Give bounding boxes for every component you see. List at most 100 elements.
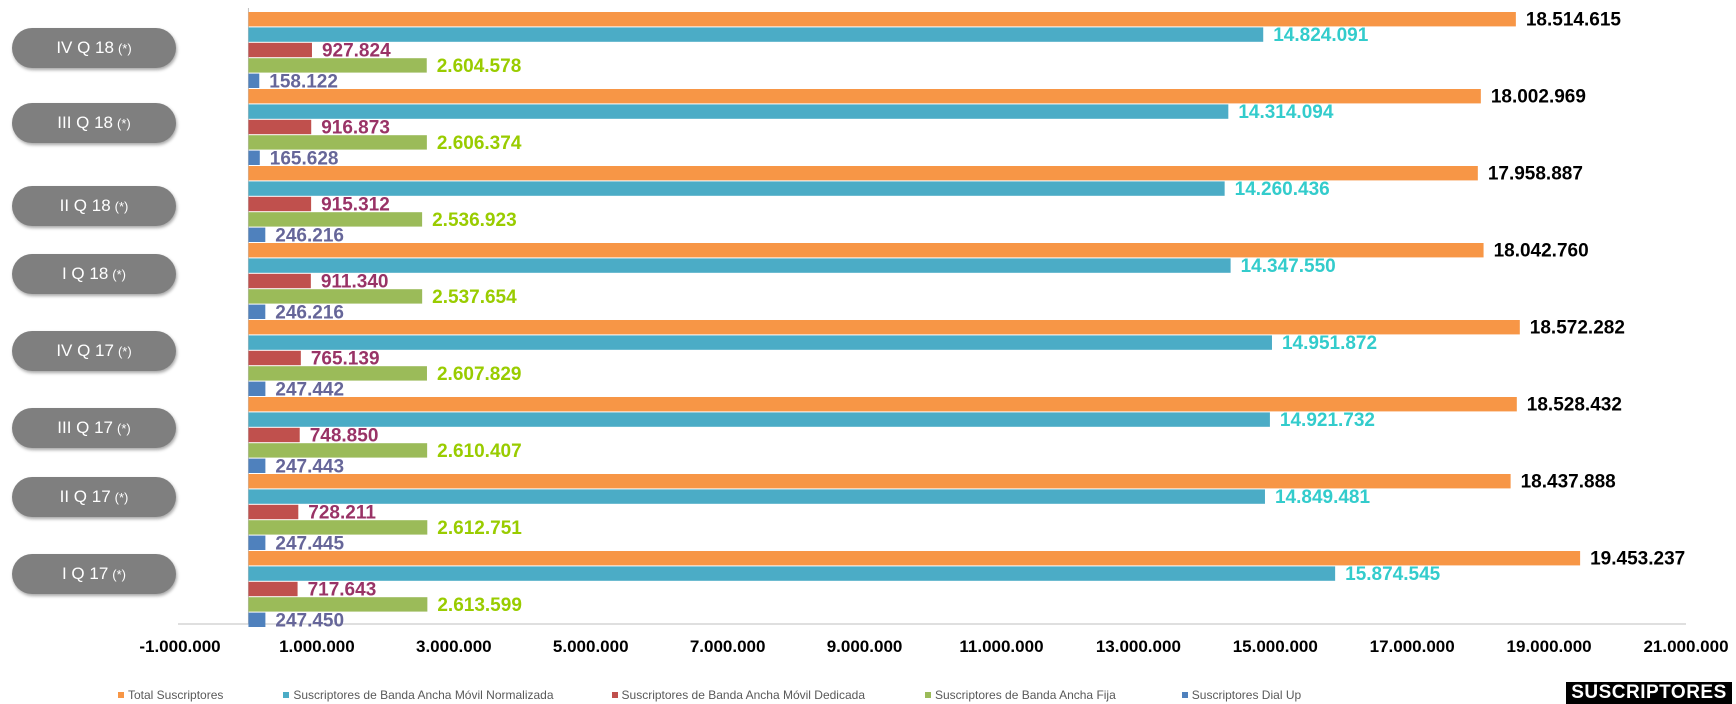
category-label-note: (*) [117,420,131,436]
bar [248,150,260,165]
x-tick-label: -1.000.000 [139,637,220,656]
data-label: 765.139 [311,349,380,370]
category-label-note: (*) [114,489,129,505]
data-label: 19.453.237 [1590,549,1685,570]
bar [248,73,260,88]
category-label-text: III Q 17 [57,418,114,437]
data-label: 2.613.599 [437,595,522,616]
bar [248,350,301,366]
legend-item: Suscriptores de Banda Ancha Móvil Dedica… [611,688,865,702]
x-tick-label: 1.000.000 [279,637,355,656]
bar [248,335,1272,350]
category-label: I Q 18 (*) [12,254,176,294]
x-tick-label: 21.000.000 [1643,637,1728,656]
category-label-text: III Q 18 [57,113,114,132]
category-label: III Q 18 (*) [12,103,176,143]
category-label-note: (*) [117,343,132,359]
category-label: II Q 18 (*) [12,186,176,226]
bar [248,119,312,135]
data-label: 14.849.481 [1275,487,1371,508]
legend-item: Suscriptores de Banda Ancha Móvil Normal… [283,688,554,702]
data-label: 927.824 [322,41,391,62]
bar [248,535,266,550]
data-label: 18.002.969 [1491,87,1586,108]
legend-label: Total Suscriptores [128,688,224,702]
category-label-note: (*) [117,115,131,131]
legend-item: Suscriptores Dial Up [1181,688,1301,702]
x-tick-label: 5.000.000 [553,637,629,656]
bar [248,320,1520,335]
legend-label: Suscriptores de Banda Ancha Móvil Normal… [293,688,554,702]
bar [248,581,298,597]
category-label-text: II Q 18 [59,196,111,215]
x-tick-label: 13.000.000 [1096,637,1181,656]
bar [248,566,1336,581]
bar [248,551,1581,566]
data-label: 247.443 [275,456,344,477]
data-label: 246.216 [275,302,344,323]
data-label: 18.572.282 [1530,318,1625,339]
bar [248,612,266,627]
legend-swatch [611,692,618,698]
data-label: 748.850 [310,426,379,447]
category-label-text: IV Q 18 [56,38,114,57]
data-label: 2.606.374 [437,133,522,154]
data-label: 2.612.751 [437,518,522,539]
bar [248,412,1270,427]
data-label: 2.607.829 [437,364,522,385]
data-label: 717.643 [308,580,377,601]
bar [248,58,427,73]
x-tick-label: 3.000.000 [416,637,492,656]
category-label: II Q 17 (*) [12,477,176,517]
bar [248,42,312,58]
data-label: 2.610.407 [437,441,522,462]
bar [248,381,266,396]
data-label: 14.951.872 [1282,333,1377,354]
bar [248,474,1511,489]
data-label: 14.347.550 [1241,256,1336,277]
legend-item: Suscriptores de Banda Ancha Fija [925,688,1116,702]
bar [248,597,428,612]
bar [248,427,300,443]
data-label: 18.437.888 [1521,472,1616,493]
data-label: 18.514.615 [1526,10,1622,31]
bar [248,243,1484,258]
data-label: 18.528.432 [1527,395,1622,416]
data-label: 17.958.887 [1488,164,1583,185]
category-label-note: (*) [114,198,129,214]
data-label: 915.312 [321,195,390,216]
bar [248,397,1517,412]
legend-swatch [118,692,124,698]
category-label: I Q 17 (*) [12,554,176,594]
legend-label: Suscriptores de Banda Ancha Móvil Dedica… [621,688,865,702]
data-label: 916.873 [321,118,390,139]
x-tick-label: 7.000.000 [690,637,766,656]
bar [248,212,423,227]
legend-item: Total Suscriptores [118,688,223,702]
legend-swatch [925,692,931,698]
category-label-note: (*) [117,40,132,56]
bar [248,258,1231,273]
bar [248,304,266,319]
legend-swatch [283,692,290,698]
bar [248,12,1516,27]
bar [248,135,427,150]
data-label: 247.445 [275,533,344,554]
data-label: 2.604.578 [437,56,522,77]
data-label: 14.824.091 [1273,25,1369,46]
data-label: 158.122 [269,71,338,92]
data-label: 728.211 [308,503,376,524]
data-label: 246.216 [275,225,344,246]
legend-swatch [1181,692,1188,698]
data-label: 2.536.923 [432,210,517,231]
data-label: 247.442 [275,379,344,400]
bar [248,196,312,212]
x-tick-label: 15.000.000 [1233,637,1318,656]
bar [248,273,311,289]
legend-label: Suscriptores de Banda Ancha Fija [935,688,1116,702]
bar [248,458,266,473]
category-label: III Q 17 (*) [12,408,176,448]
bar [248,227,266,242]
bar [248,181,1225,196]
